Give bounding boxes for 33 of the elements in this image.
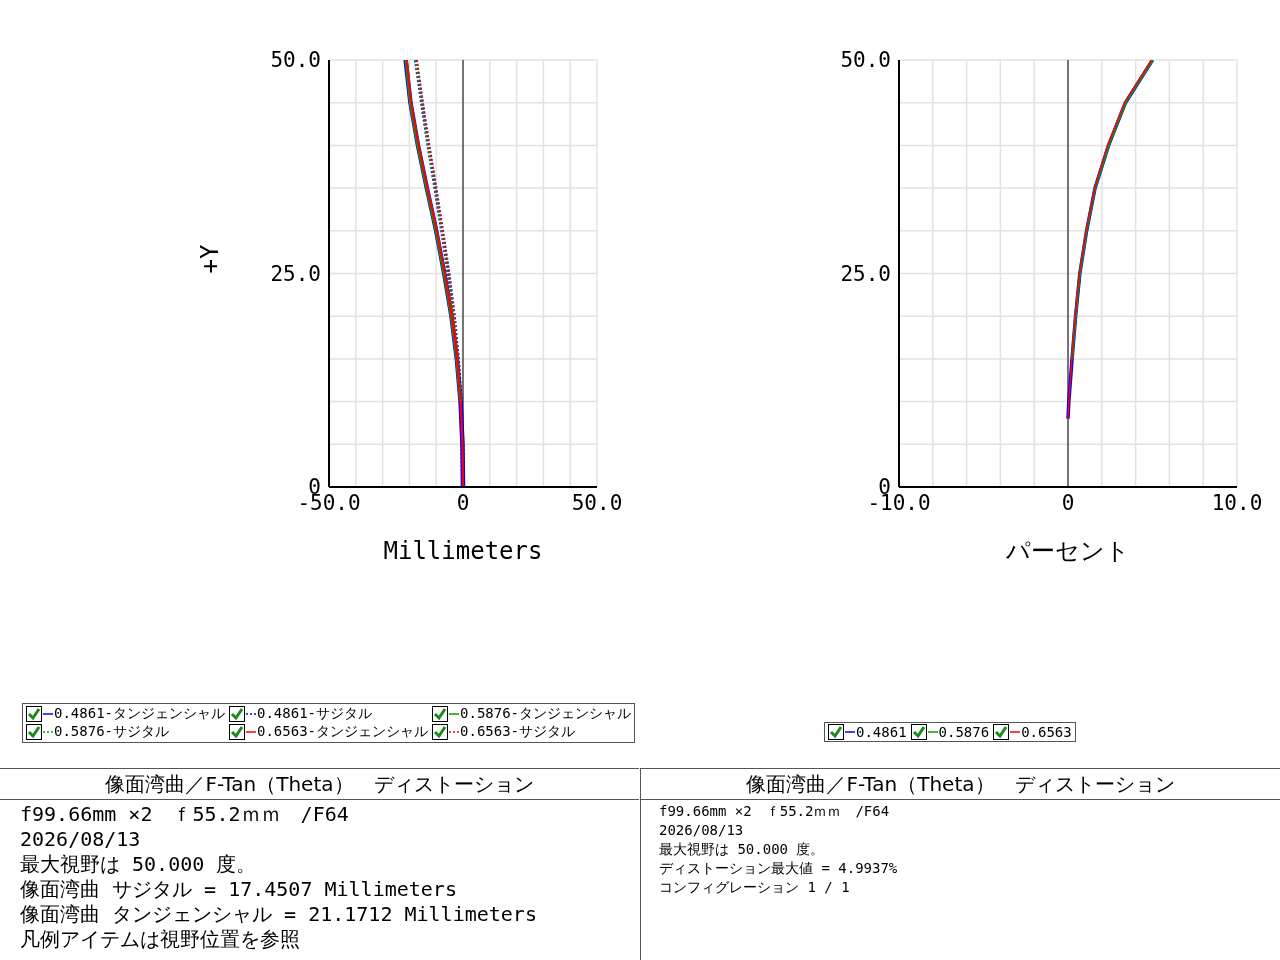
text: 像面湾曲／F-Tan（Theta） ディストーション <box>641 769 1280 800</box>
legend-label: 0.5876-サジタル <box>54 723 170 741</box>
x-tick-label: 50.0 <box>571 490 623 515</box>
legend-label: 0.6563-サジタル <box>460 723 576 741</box>
legend-label: 0.6563 <box>1021 724 1072 740</box>
y-tick-label: 25.0 <box>840 261 891 286</box>
legend-label: 0.5876 <box>938 724 990 740</box>
text: f99.66mm ×2 ｆ55.2ｍｍ /F64 <box>659 802 891 821</box>
x-tick-label: 10.0 <box>1211 490 1263 515</box>
x-axis-title: パーセント <box>1005 537 1130 565</box>
text: 最大視野は 50.000 度。 <box>20 852 258 877</box>
text: 2026/08/13 <box>20 827 142 852</box>
x-axis-title: Millimeters <box>383 537 543 565</box>
legend-label: 0.4861-サジタル <box>257 705 373 723</box>
y-tick-label: 25.0 <box>270 261 321 286</box>
legend-label: 0.6563-タンジェンシャル <box>257 723 429 741</box>
y-tick-label: 50.0 <box>840 48 891 73</box>
text: ディストーション最大値 = 4.9937% <box>659 859 899 878</box>
text: 像面湾曲／F-Tan（Theta） ディストーション <box>0 769 639 800</box>
y-tick-label: 50.0 <box>270 48 321 73</box>
text: 2026/08/13 <box>659 821 745 840</box>
text: f99.66mm ×2 ｆ55.2ｍｍ /F64 <box>20 802 350 827</box>
text: コンフィグレーション 1 / 1 <box>659 878 851 897</box>
text: 凡例アイテムは視野位置を参照 <box>20 927 301 952</box>
x-tick-label: 0 <box>456 490 470 515</box>
text: 最大視野は 50.000 度。 <box>659 840 826 859</box>
text: 像面湾曲 タンジェンシャル = 21.1712 Millimeters <box>20 902 538 927</box>
y-axis-title: +Y <box>195 244 224 274</box>
legend-label: 0.5876-タンジェンシャル <box>460 705 632 723</box>
text: 像面湾曲 サジタル = 17.4507 Millimeters <box>20 877 458 902</box>
x-tick-label: 0 <box>1061 490 1075 515</box>
legend-label: 0.4861 <box>856 724 907 740</box>
legend-label: 0.4861-タンジェンシャル <box>54 705 226 723</box>
